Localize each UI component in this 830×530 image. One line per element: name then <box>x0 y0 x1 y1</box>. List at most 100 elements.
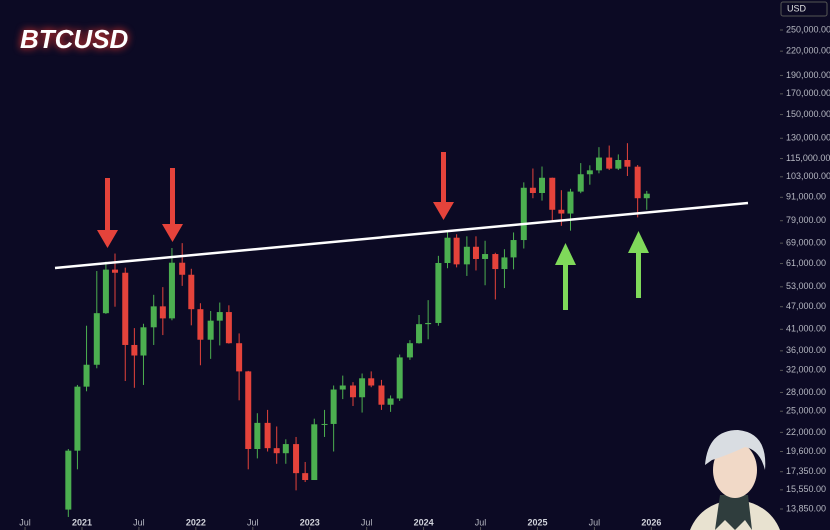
green-arrows <box>555 231 649 310</box>
candle-body <box>378 385 385 405</box>
down-arrow <box>433 152 454 220</box>
candle-body <box>112 269 119 273</box>
candle-body <box>425 322 432 325</box>
y-tick-label: 19,600.00 <box>786 446 826 456</box>
axes: 250,000.00 220,000.00 190,000.00 170,000.00… <box>19 24 830 530</box>
y-tick-label: 250,000.00 <box>786 24 830 34</box>
y-tick-label: 190,000.00 <box>786 70 830 80</box>
candle-body <box>558 209 565 214</box>
y-tick-label: 103,000.00 <box>786 171 830 181</box>
candle-body <box>492 254 499 270</box>
candle-body <box>102 269 109 314</box>
x-tick-label: 2026 <box>641 517 661 527</box>
y-tick-label: 220,000.00 <box>786 46 830 56</box>
y-tick-label: 47,000.00 <box>786 301 826 311</box>
x-tick-label: Jul <box>133 517 145 527</box>
candle-body <box>273 448 280 454</box>
y-tick-label: 22,000.00 <box>786 427 826 437</box>
trend-line <box>54 201 749 270</box>
x-tick-label: Jul <box>247 517 259 527</box>
candle-body <box>510 240 517 258</box>
candle-body <box>549 177 556 210</box>
candle-body <box>216 312 223 321</box>
candle-body <box>93 313 100 365</box>
candle-body <box>643 193 650 199</box>
candle-body <box>188 274 195 310</box>
candle-body <box>131 344 138 356</box>
candle-body <box>368 378 375 386</box>
candle-body <box>349 385 356 398</box>
avatar-face <box>713 442 757 498</box>
candle-body <box>396 357 403 399</box>
candle-body <box>321 423 328 425</box>
candle-body <box>311 424 318 481</box>
candle-body <box>74 386 81 451</box>
currency-label: USD <box>787 3 807 13</box>
y-tick-label: 28,000.00 <box>786 387 826 397</box>
candle-body <box>122 272 129 345</box>
candle-body <box>225 312 232 344</box>
candle-body <box>65 450 72 510</box>
red-arrows <box>97 152 454 248</box>
x-tick-label: Jul <box>19 517 31 527</box>
y-tick-label: 15,550.00 <box>786 484 826 494</box>
y-tick-label: 69,000.00 <box>786 238 826 248</box>
candle-body <box>197 309 204 340</box>
candle-body <box>501 257 508 270</box>
candle-body <box>606 157 613 169</box>
candle-body <box>245 371 252 449</box>
candle-body <box>453 237 460 265</box>
y-tick-label: 115,000.00 <box>786 153 830 163</box>
candle-body <box>330 389 337 424</box>
candle-body <box>463 246 470 265</box>
candle-body <box>264 422 271 449</box>
candle-body <box>435 262 442 323</box>
x-tick-label: 2024 <box>414 517 434 527</box>
candle-body <box>539 177 546 194</box>
y-tick-label: 17,350.00 <box>786 466 826 476</box>
y-tick-label: 79,000.00 <box>786 215 826 225</box>
avatar <box>690 430 780 530</box>
y-tick-label: 170,000.00 <box>786 88 830 98</box>
candle-body <box>444 237 451 263</box>
candle-body <box>282 444 289 454</box>
candle-body <box>159 306 166 319</box>
y-tick-label: 91,000.00 <box>786 192 826 202</box>
candle-body <box>150 306 157 328</box>
candle-body <box>168 262 175 319</box>
x-tick-label: 2025 <box>527 517 547 527</box>
candle-body <box>140 327 147 356</box>
y-tick-label: 13,850.00 <box>786 503 826 513</box>
avatar-hair <box>705 430 766 470</box>
x-tick-label: Jul <box>589 517 601 527</box>
candle-body <box>529 187 536 194</box>
x-tick-label: Jul <box>361 517 373 527</box>
candles <box>65 143 650 517</box>
candle-body <box>586 170 593 175</box>
y-tick-label: 53,000.00 <box>786 281 826 291</box>
candle-body <box>339 385 346 390</box>
y-tick-label: 130,000.00 <box>786 133 830 143</box>
candle-body <box>293 444 300 474</box>
candle-body <box>406 343 413 358</box>
candle-body <box>387 398 394 405</box>
x-tick-label: Jul <box>475 517 487 527</box>
candle-body <box>83 364 90 387</box>
y-tick-label: 25,000.00 <box>786 406 826 416</box>
up-arrow <box>628 231 649 298</box>
candle-body <box>472 246 479 259</box>
y-tick-label: 36,000.00 <box>786 345 826 355</box>
avatar-collar <box>715 495 752 530</box>
x-tick-label: 2021 <box>72 517 92 527</box>
candle-body <box>520 187 527 241</box>
candle-body <box>567 191 574 214</box>
y-tick-label: 61,000.00 <box>786 258 826 268</box>
candle-body <box>207 320 214 340</box>
candle-body <box>615 160 622 169</box>
down-arrow <box>97 178 118 248</box>
up-arrow <box>555 243 576 310</box>
candle-body <box>624 160 631 167</box>
candle-body <box>482 254 489 259</box>
